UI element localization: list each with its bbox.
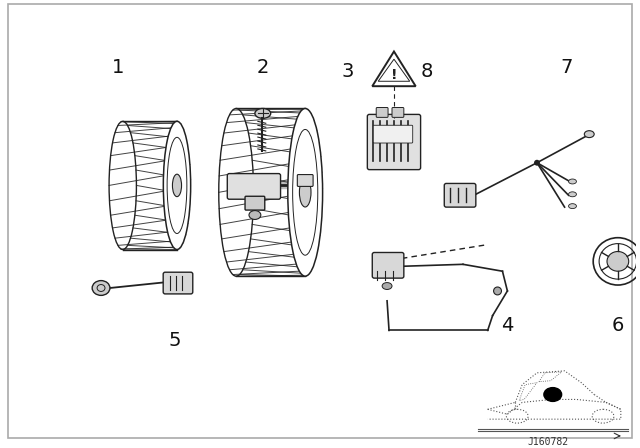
Ellipse shape bbox=[534, 160, 540, 166]
Text: !: ! bbox=[391, 68, 397, 82]
FancyBboxPatch shape bbox=[163, 272, 193, 294]
Ellipse shape bbox=[607, 251, 628, 271]
Ellipse shape bbox=[544, 388, 562, 401]
Text: 5: 5 bbox=[169, 331, 181, 350]
Ellipse shape bbox=[568, 192, 577, 197]
FancyBboxPatch shape bbox=[8, 4, 632, 438]
Text: 1: 1 bbox=[111, 57, 124, 77]
FancyBboxPatch shape bbox=[372, 253, 404, 278]
FancyBboxPatch shape bbox=[367, 114, 420, 170]
Text: 7: 7 bbox=[561, 57, 573, 77]
FancyBboxPatch shape bbox=[373, 125, 413, 143]
Text: 4: 4 bbox=[501, 316, 513, 335]
FancyBboxPatch shape bbox=[227, 173, 280, 199]
FancyBboxPatch shape bbox=[444, 183, 476, 207]
Text: 6: 6 bbox=[612, 316, 624, 335]
Ellipse shape bbox=[172, 174, 182, 197]
Text: 3: 3 bbox=[341, 61, 354, 81]
Ellipse shape bbox=[493, 287, 502, 295]
Ellipse shape bbox=[300, 178, 311, 207]
Ellipse shape bbox=[568, 179, 577, 184]
Ellipse shape bbox=[382, 283, 392, 289]
Ellipse shape bbox=[568, 204, 577, 209]
FancyBboxPatch shape bbox=[376, 108, 388, 117]
Ellipse shape bbox=[255, 108, 271, 118]
Text: J160782: J160782 bbox=[527, 437, 568, 447]
Text: 2: 2 bbox=[257, 57, 269, 77]
Text: 8: 8 bbox=[420, 61, 433, 81]
FancyBboxPatch shape bbox=[298, 175, 313, 186]
Ellipse shape bbox=[92, 280, 110, 295]
Ellipse shape bbox=[584, 131, 594, 138]
Ellipse shape bbox=[288, 108, 323, 276]
Ellipse shape bbox=[163, 121, 191, 250]
FancyBboxPatch shape bbox=[245, 196, 265, 210]
Ellipse shape bbox=[249, 211, 261, 220]
FancyBboxPatch shape bbox=[392, 108, 404, 117]
